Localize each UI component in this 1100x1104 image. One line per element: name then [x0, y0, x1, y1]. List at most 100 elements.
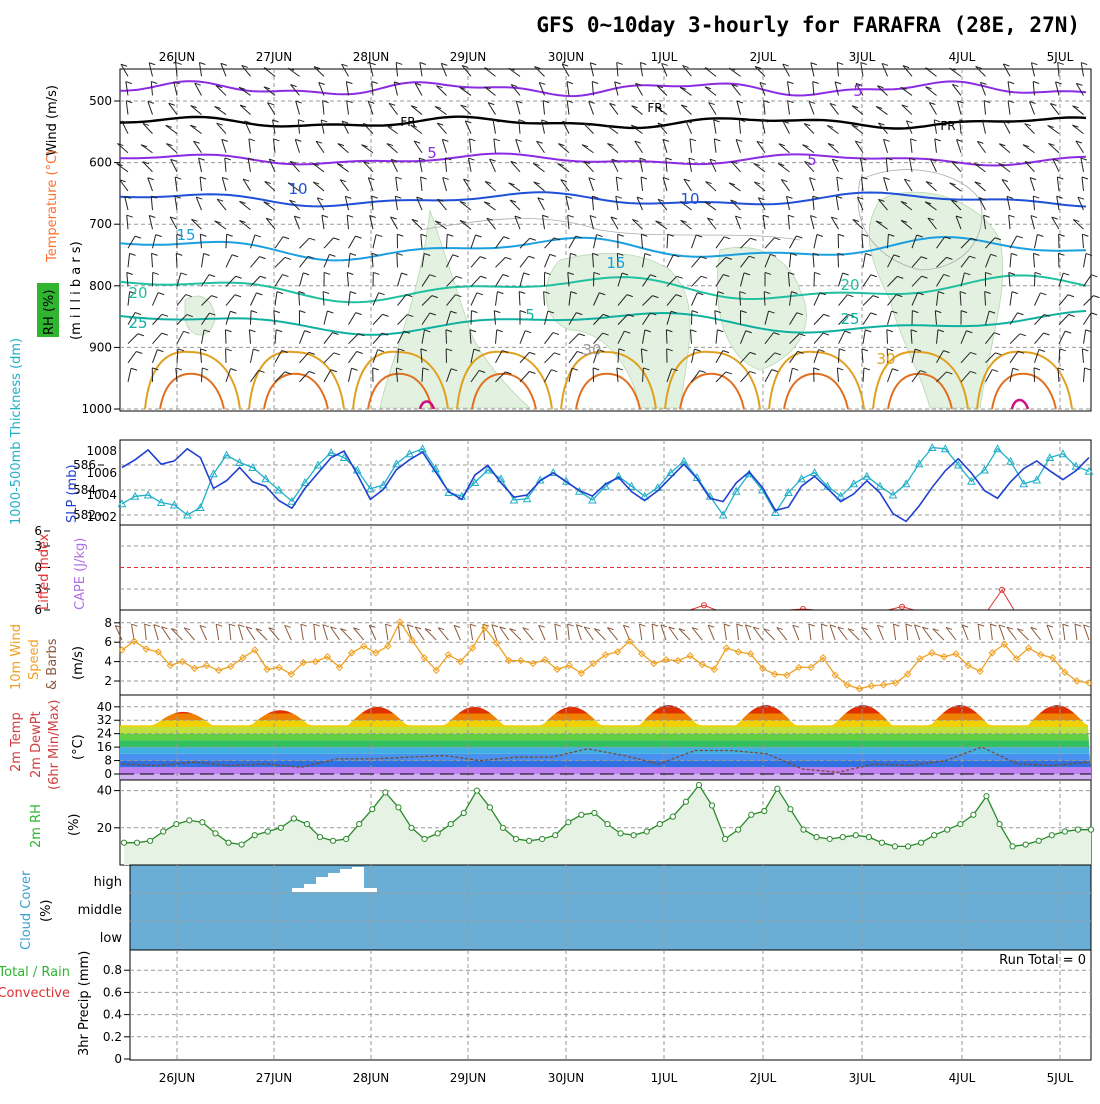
wind-barb-flag [420, 63, 426, 65]
upper-unit-label: (m i l l i b a r s) [69, 241, 84, 340]
rh2m-marker [252, 833, 257, 838]
minmax-label: (6hr Min/Max) [47, 700, 62, 790]
y-tick-label: 6 [104, 635, 112, 649]
rh2m-marker [566, 820, 571, 825]
rh2m-marker [540, 836, 545, 841]
rh2m-marker [1049, 833, 1054, 838]
contour-label: 10 [680, 190, 699, 208]
rh2m-label: 2m RH [29, 804, 44, 848]
rh2m-marker [213, 831, 218, 836]
y-tick-label: 500 [89, 94, 112, 108]
rh2m-marker [971, 812, 976, 817]
y-tick-label: 16 [97, 740, 112, 754]
rh2m-marker [435, 831, 440, 836]
temp-band [120, 761, 1091, 768]
rh2m-marker [1023, 842, 1028, 847]
bottom-date-label: 5JUL [1047, 1071, 1074, 1085]
contour-label: 30 [876, 350, 895, 368]
contour-label: 30 [582, 341, 601, 359]
rh2m-marker [553, 833, 558, 838]
cloud-unit-label: (%) [39, 900, 54, 923]
high-cloud-block [364, 888, 377, 892]
wind-barb [225, 330, 226, 344]
wind-barb-flag [1081, 63, 1087, 65]
chart-title: GFS 0~10day 3-hourly for FARAFRA (28E, 2… [536, 13, 1080, 37]
run-total: Run Total = 0 [999, 953, 1086, 968]
top-date-label: 1JUL [651, 50, 678, 64]
contour-label: FR [400, 115, 415, 129]
y-tick-label: 40 [97, 700, 112, 714]
rh2m-marker [709, 803, 714, 808]
rh2m-marker [657, 821, 662, 826]
rh2m-marker [958, 821, 963, 826]
thickness-label: 1000-500mb Thickness (dm) [9, 338, 24, 525]
rh2m-marker [383, 790, 388, 795]
rh2m-marker [905, 844, 910, 849]
rh2m-marker [788, 807, 793, 812]
wind10-main-label: 10m Wind [9, 624, 24, 690]
rh2m-marker [357, 821, 362, 826]
dewpt-label: 2m DewPt [29, 711, 44, 778]
wind-barb-flag [617, 62, 623, 64]
y-tick-label: 600 [89, 156, 112, 170]
top-date-label: 4JUL [949, 50, 976, 64]
high-cloud-block [328, 873, 340, 892]
wind-barb-flag [1091, 275, 1097, 277]
high-cloud-block [292, 888, 304, 892]
wind-barb [666, 330, 667, 344]
contour-label: 5 [853, 82, 863, 100]
rh2m-marker [997, 821, 1002, 826]
y-tick-label: 20 [97, 821, 112, 835]
high-cloud-block [340, 869, 352, 892]
bottom-date-label: 30JUN [548, 1071, 585, 1085]
rh2m-marker [278, 825, 283, 830]
y-tick-label: 700 [89, 217, 112, 231]
slp-tick-label: 1008 [86, 444, 117, 458]
rh2m-marker [644, 829, 649, 834]
rh2m-marker [749, 812, 754, 817]
rh2m-marker [291, 816, 296, 821]
high-cloud-block [304, 884, 316, 892]
rh2m-marker [265, 829, 270, 834]
rh2m-marker [121, 840, 126, 845]
high-cloud-block [316, 877, 328, 892]
precip-conv-label: Convective [0, 986, 70, 1001]
rh2m-marker [487, 805, 492, 810]
rh2m-marker [631, 833, 636, 838]
wind-barb [838, 253, 839, 267]
bottom-date-label: 3JUL [849, 1071, 876, 1085]
temp-band [120, 740, 1091, 747]
y-tick-label: 0.6 [103, 985, 122, 999]
rh2m-marker [919, 840, 924, 845]
rh2m-marker [500, 825, 505, 830]
y-tick-label: 8 [104, 754, 112, 768]
rh2m-marker [945, 827, 950, 832]
contour-label: 15 [606, 254, 625, 272]
cloud-label: Cloud Cover [19, 870, 34, 950]
bottom-date-label: 26JUN [159, 1071, 196, 1085]
y-tick-label: 32 [97, 713, 112, 727]
wind-barb-flag [1093, 296, 1099, 298]
wind10-unit-label: (m/s) [71, 646, 86, 680]
precip-total-label: Total / Rain [0, 965, 70, 980]
rh2m-marker [879, 840, 884, 845]
cloud-level-high: high [94, 875, 122, 890]
rh2m-marker [513, 836, 518, 841]
y-tick-label: 2 [104, 674, 112, 688]
bottom-date-label: 4JUL [949, 1071, 976, 1085]
cloud-level-low: low [100, 931, 123, 946]
wind-barb-flag [837, 62, 843, 64]
contour-label: 25 [840, 310, 859, 328]
contour-label: 20 [840, 276, 859, 294]
rh2m-marker [866, 835, 871, 840]
wind-barb [446, 330, 447, 344]
wind-barb [1058, 253, 1059, 267]
high-cloud-block [352, 867, 364, 892]
rh2m-marker [526, 838, 531, 843]
wind-barb-flag [640, 63, 646, 65]
